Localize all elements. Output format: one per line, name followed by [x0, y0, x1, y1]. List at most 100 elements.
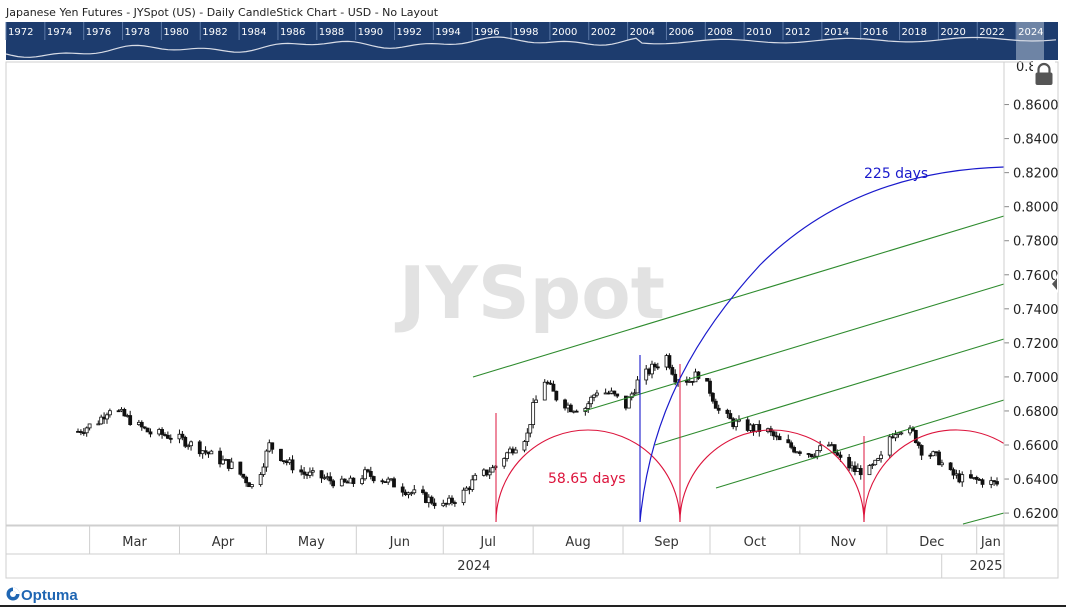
- overview-strip[interactable]: 1972 1974 1976 1978 1980 1982 1984 1986 1988 1990…: [5, 22, 1058, 60]
- candle-body: [229, 461, 234, 469]
- candle-body: [99, 416, 104, 425]
- candle-body: [818, 445, 823, 451]
- candle-body: [551, 383, 556, 392]
- candle-body: [412, 489, 417, 494]
- x-axis-year-labels: 2024 2025: [457, 554, 1003, 578]
- candle-body: [250, 484, 254, 488]
- candle-body: [522, 441, 527, 451]
- candle-body: [612, 390, 617, 395]
- x-axis[interactable]: Mar Apr May Jun Jul Aug Sep Oct Nov Dec Jan 2024 20…: [5, 525, 1059, 579]
- y-tick-label: 0.8600: [1013, 99, 1059, 114]
- overview-year-label: 2010: [746, 27, 771, 38]
- candle-body: [299, 469, 304, 473]
- candle-body: [331, 480, 336, 487]
- y-tick-label: 0.6400: [1013, 473, 1059, 488]
- candle-body: [937, 451, 941, 466]
- candle-body: [400, 486, 405, 493]
- candle-body: [505, 452, 509, 459]
- x-month-label: Dec: [919, 535, 944, 550]
- candle-body: [308, 471, 312, 476]
- candle-body: [876, 458, 881, 461]
- time-arc-label: 225 days: [864, 166, 928, 182]
- candle-body: [160, 429, 164, 435]
- y-tick-label: 0.6600: [1013, 439, 1059, 454]
- candle-body: [899, 432, 904, 435]
- x-month-label: May: [298, 535, 325, 550]
- y-axis[interactable]: 0.8600 0.8400 0.8200 0.8000 0.7800 0.7600 0.74…: [1004, 60, 1059, 522]
- candle-body: [241, 473, 246, 478]
- candle-body: [189, 441, 193, 447]
- overview-year-label: 1996: [474, 27, 499, 38]
- overview-year-label: 2014: [824, 27, 849, 38]
- candle-body: [487, 471, 492, 476]
- candle-body: [563, 399, 567, 409]
- fan-line: [654, 338, 1005, 446]
- cycle-arc: [679, 429, 865, 523]
- chart-annotations: 58.65 days 225 days: [472, 166, 1005, 525]
- y-axis-panel[interactable]: [1003, 61, 1059, 526]
- candle-body: [302, 471, 307, 475]
- overview-year-label: 1986: [280, 27, 305, 38]
- overview-year-label: 2004: [630, 27, 655, 38]
- x-month-label: Jul: [479, 535, 496, 550]
- chevron-left-icon[interactable]: [1052, 273, 1058, 293]
- overview-price-line: [5, 36, 1057, 58]
- candle-body: [322, 477, 327, 480]
- candle-body: [574, 410, 579, 413]
- fan-line: [472, 215, 1005, 378]
- candle-body: [429, 496, 434, 504]
- candle-body: [858, 468, 863, 476]
- y-tick-label: 0.7200: [1013, 337, 1059, 352]
- candle-body: [165, 434, 170, 439]
- candle-body: [342, 478, 347, 483]
- candlestick-series: [76, 353, 999, 509]
- overview-year-label: 1984: [241, 27, 266, 38]
- plot-area[interactable]: [5, 61, 1005, 526]
- y-tick-label: 0.7400: [1013, 303, 1059, 318]
- candle-body: [545, 381, 550, 384]
- y-tick-label: 0.6800: [1013, 405, 1059, 420]
- candle-body: [548, 382, 553, 385]
- candle-body: [148, 431, 153, 435]
- time-arc: [639, 166, 1005, 523]
- x-month-label: Oct: [744, 535, 766, 550]
- candle-body: [493, 465, 498, 469]
- y-tick-label: 0.7800: [1013, 235, 1059, 250]
- candle-body: [893, 434, 898, 439]
- candle-body: [258, 474, 263, 485]
- candle-body: [626, 397, 631, 409]
- candle-body: [960, 474, 965, 483]
- candle-body: [139, 421, 144, 428]
- candle-body: [105, 414, 109, 420]
- candle-body: [705, 378, 709, 382]
- candle-body: [786, 439, 791, 444]
- candle-body: [490, 467, 495, 473]
- candle-body: [734, 420, 738, 428]
- candle-body: [473, 474, 478, 481]
- y-tick-label: 0.7600: [1013, 269, 1059, 284]
- candle-body: [931, 451, 936, 457]
- candle-body: [421, 489, 425, 494]
- x-year-label: 2024: [457, 559, 490, 574]
- overview-year-label: 1998: [513, 27, 538, 38]
- candle-body: [847, 456, 852, 469]
- candle-body: [879, 454, 883, 459]
- candle-body: [319, 470, 324, 479]
- overview-year-label: 2002: [591, 27, 616, 38]
- lock-icon[interactable]: [1033, 61, 1055, 89]
- candle-body: [777, 436, 782, 441]
- candle-body: [832, 444, 837, 454]
- candle-body: [221, 459, 225, 465]
- candle-body: [534, 399, 538, 403]
- candle-body: [145, 427, 150, 433]
- candle-body: [452, 502, 457, 504]
- candle-body: [757, 424, 762, 432]
- candle-body: [592, 394, 596, 398]
- candle-body: [461, 489, 466, 504]
- candle-body: [183, 436, 188, 447]
- candle-body: [531, 402, 536, 425]
- candle-body: [203, 450, 208, 453]
- cycle-arc: [863, 429, 1005, 523]
- candle-body: [728, 413, 733, 420]
- candle-body: [180, 433, 185, 438]
